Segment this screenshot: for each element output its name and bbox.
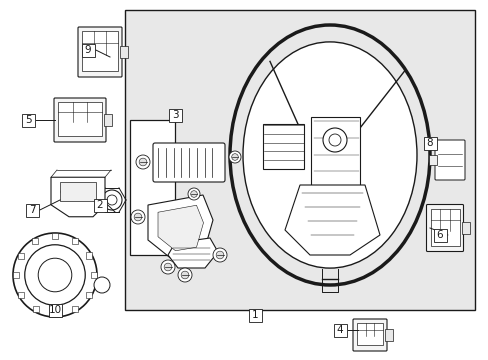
Circle shape	[107, 195, 117, 205]
Bar	[82, 31, 118, 71]
Bar	[311, 117, 359, 194]
Text: 2: 2	[97, 200, 103, 210]
Bar	[423, 136, 436, 149]
Bar	[433, 229, 446, 242]
Circle shape	[213, 248, 226, 262]
Bar	[120, 46, 128, 58]
Circle shape	[190, 191, 197, 197]
FancyBboxPatch shape	[153, 143, 224, 182]
Circle shape	[178, 268, 192, 282]
Circle shape	[228, 151, 241, 163]
Text: 1: 1	[251, 310, 258, 320]
Circle shape	[136, 155, 150, 169]
FancyBboxPatch shape	[54, 98, 106, 142]
Bar	[125, 10, 474, 310]
Circle shape	[216, 251, 224, 259]
Bar	[130, 120, 175, 255]
Polygon shape	[148, 195, 213, 260]
Circle shape	[181, 271, 188, 279]
Bar	[384, 329, 392, 341]
Polygon shape	[51, 177, 105, 217]
Ellipse shape	[243, 42, 416, 268]
Bar	[104, 114, 112, 126]
Text: 3: 3	[171, 110, 178, 120]
Bar	[32, 238, 39, 244]
Circle shape	[94, 277, 110, 293]
Circle shape	[131, 210, 145, 224]
Circle shape	[102, 190, 122, 210]
Bar	[248, 309, 261, 321]
Bar	[81, 44, 94, 57]
Circle shape	[134, 213, 142, 221]
Circle shape	[187, 188, 200, 200]
Text: 6: 6	[436, 230, 443, 240]
Text: 10: 10	[48, 305, 61, 315]
Bar	[32, 306, 39, 312]
Polygon shape	[158, 205, 203, 251]
Bar	[168, 108, 181, 122]
Bar	[356, 323, 382, 345]
Bar	[85, 252, 92, 258]
Circle shape	[231, 154, 238, 160]
Bar	[93, 198, 106, 211]
Bar	[21, 113, 35, 126]
Bar	[71, 306, 77, 312]
Circle shape	[323, 128, 346, 152]
Polygon shape	[285, 185, 379, 255]
Circle shape	[85, 187, 95, 197]
Text: 7: 7	[29, 205, 35, 215]
Bar	[18, 252, 24, 258]
Bar	[461, 222, 468, 234]
FancyBboxPatch shape	[434, 140, 464, 180]
Bar	[333, 324, 346, 337]
FancyBboxPatch shape	[78, 27, 122, 77]
Bar	[13, 272, 19, 278]
Circle shape	[139, 158, 146, 166]
Circle shape	[161, 260, 175, 274]
Bar	[60, 183, 96, 201]
Bar	[262, 123, 303, 168]
Circle shape	[328, 134, 340, 146]
Text: 4: 4	[336, 325, 343, 335]
Circle shape	[164, 263, 171, 271]
Circle shape	[38, 258, 72, 292]
FancyBboxPatch shape	[426, 204, 463, 252]
Circle shape	[61, 187, 71, 197]
Circle shape	[25, 245, 85, 305]
Bar	[71, 238, 77, 244]
Text: 9: 9	[84, 45, 91, 55]
Bar	[429, 208, 459, 246]
Bar	[85, 292, 92, 297]
FancyBboxPatch shape	[352, 319, 386, 351]
Bar	[91, 272, 97, 278]
Bar	[52, 233, 58, 239]
Bar	[428, 155, 436, 165]
Bar	[18, 292, 24, 297]
Polygon shape	[168, 238, 218, 268]
Bar	[48, 303, 61, 316]
Bar	[52, 311, 58, 317]
Text: 8: 8	[426, 138, 432, 148]
Bar	[25, 203, 39, 216]
Circle shape	[13, 233, 97, 317]
Text: 5: 5	[24, 115, 31, 125]
Bar	[58, 102, 102, 136]
